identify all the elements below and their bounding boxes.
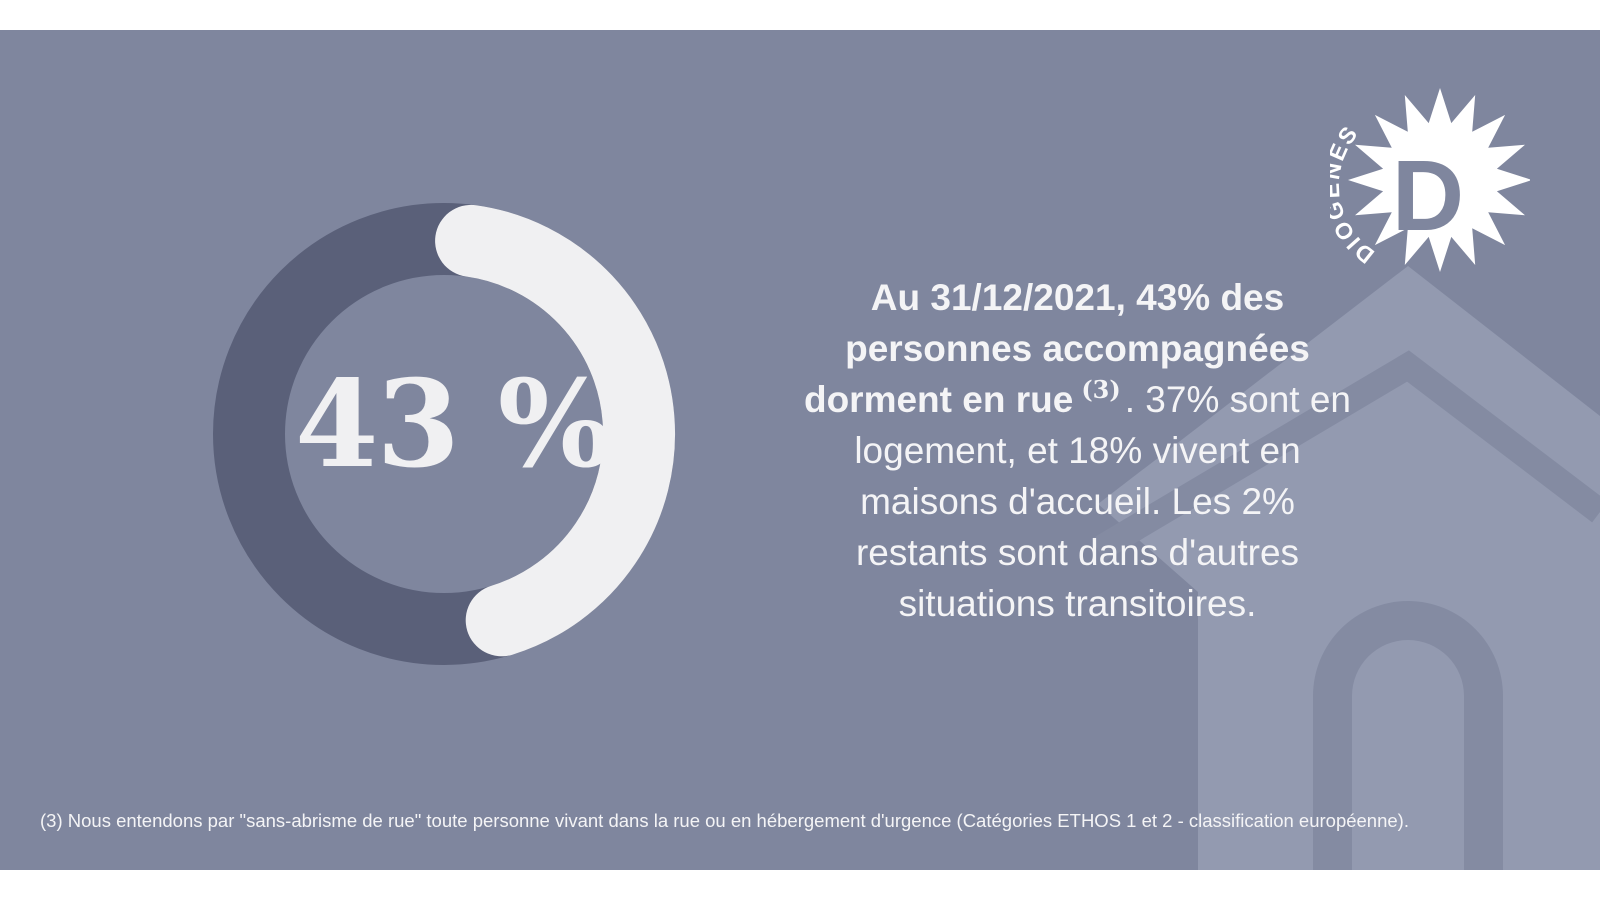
logo-wordmark: DIOGENES [1330,120,1379,269]
sunburst-shape [1348,88,1530,272]
donut-chart [213,203,676,665]
donut-value-arc [435,204,676,657]
footnote-ref: (3) [1081,375,1121,404]
house-icon [1091,266,1600,870]
center-percentage: 43 % [295,354,612,495]
footnote: (3) Nous entendons par "sans-abrisme de … [40,810,1409,831]
statement-bold: Au 31/12/2021, 43% des personnes accompa… [803,277,1310,420]
statement-text: Au 31/12/2021, 43% des personnes accompa… [800,272,1355,629]
infographic-panel: 43 % Au 31/12/2021, 43% des personnes ac… [0,30,1600,870]
diogenes-logo: DIOGENES D [1330,88,1530,272]
statement-rest: . 37% sont en logement, et 18% vivent en… [854,379,1351,624]
logo-letter: D [1392,140,1464,252]
